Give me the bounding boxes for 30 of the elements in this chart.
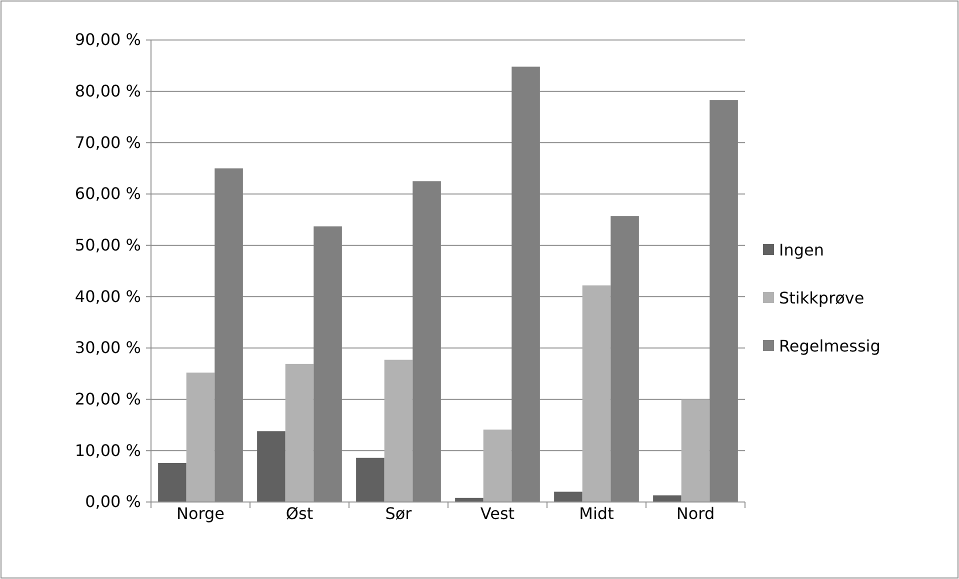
x-tick-label: Øst <box>286 504 314 523</box>
legend-label: Regelmessig <box>779 336 880 356</box>
y-tick-label: 0,00 % <box>85 492 141 512</box>
x-tick-label: Sør <box>385 504 412 523</box>
y-tick-label: 60,00 % <box>74 184 141 204</box>
y-tick-label: 90,00 % <box>74 30 141 50</box>
y-tick-label: 30,00 % <box>74 338 141 358</box>
bar <box>384 360 413 502</box>
bar <box>554 492 582 502</box>
y-tick-label: 80,00 % <box>74 81 141 100</box>
bar <box>483 430 512 502</box>
bar <box>257 431 286 502</box>
bar <box>681 399 710 502</box>
bar <box>285 364 314 502</box>
x-tick-label: Vest <box>480 504 515 523</box>
legend-label: Stikkprøve <box>779 288 864 308</box>
x-tick-label: Nord <box>676 504 715 523</box>
y-tick-label: 50,00 % <box>74 235 141 254</box>
bar <box>356 458 384 502</box>
bar <box>653 495 682 502</box>
y-tick-label: 40,00 % <box>74 286 141 306</box>
y-tick-label: 20,00 % <box>74 389 141 408</box>
x-tick-label: Norge <box>176 504 225 523</box>
bar <box>158 462 186 502</box>
y-tick-label: 70,00 % <box>74 132 141 152</box>
x-tick-label: Midt <box>579 504 614 523</box>
legend-label: Ingen <box>779 240 824 260</box>
bar <box>582 285 611 502</box>
y-tick-label: 10,00 % <box>74 440 141 460</box>
bar <box>186 372 215 502</box>
